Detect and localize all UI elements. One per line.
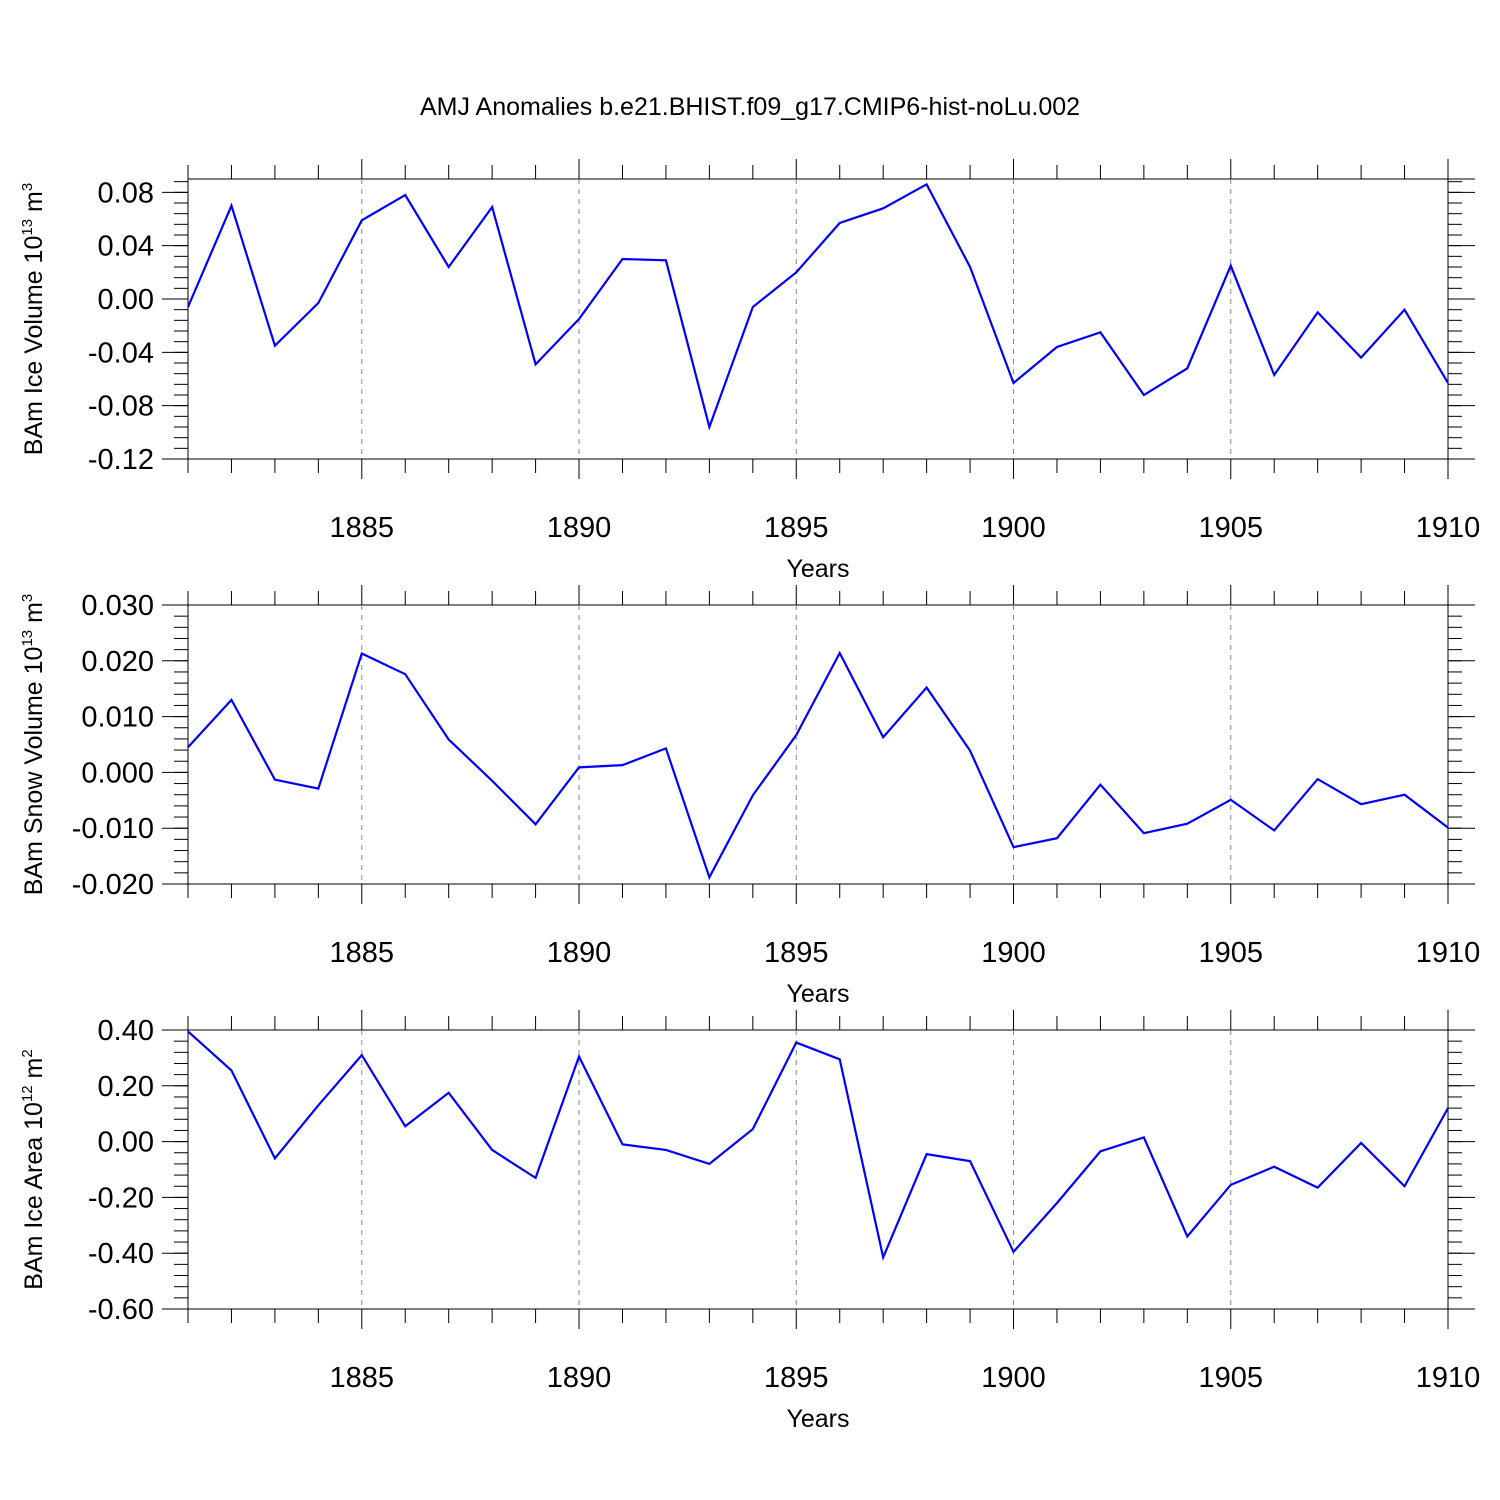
y-tick-label: -0.04 [88,337,154,369]
y-axis-title: BAm Snow Volume 1013 m3 [19,594,48,896]
series-line [186,182,1449,431]
x-axis-title: Years [786,1405,849,1433]
x-tick-label: 1895 [764,1362,829,1394]
y-tick-label: -0.08 [88,391,154,423]
x-tick-label: 1895 [764,937,829,969]
y-tick-label: -0.20 [88,1182,154,1214]
y-tick-label: -0.020 [72,869,154,901]
x-tick-label: 1890 [547,1362,612,1394]
y-tick-label: -0.12 [88,444,154,476]
y-tick-label: 0.030 [81,590,154,622]
y-tick-label: 0.00 [98,1127,154,1159]
panel-3: 0.40 0.20 0.00 -0.20 -0.40 -0.60 1885 1890 1895 1… [19,1010,1480,1433]
x-tick-label: 1890 [547,512,612,544]
x-tick-label: 1905 [1199,1362,1264,1394]
y-tick-label: -0.010 [72,813,154,845]
panel-1: 0.08 0.04 0.00 -0.04 -0.08 -0.12 1885 1890 1895 1… [19,159,1480,583]
y-tick-label: 0.020 [81,646,154,678]
x-tick-label: 1900 [981,937,1046,969]
panel-2: 0.030 0.020 0.010 0.000 -0.010 -0.020 1885 1890… [19,585,1480,1008]
x-tick-label: 1905 [1199,937,1264,969]
y-tick-label: 0.000 [81,757,154,789]
x-tick-label: 1895 [764,512,829,544]
y-tick-label: -0.40 [88,1238,154,1270]
y-tick-label: 0.20 [98,1071,154,1103]
chart-panels: 0.08 0.04 0.00 -0.04 -0.08 -0.12 1885 1890 1895 1… [19,159,1480,1433]
x-tick-label: 1910 [1416,512,1481,544]
x-tick-label: 1910 [1416,1362,1481,1394]
y-tick-label: 0.08 [98,177,154,209]
series-line [187,1030,1449,1262]
x-tick-label: 1885 [330,1362,395,1394]
x-tick-label: 1885 [330,512,395,544]
x-tick-label: 1910 [1416,937,1481,969]
y-axis-title: BAm Ice Volume 1013 m3 [19,183,48,455]
y-tick-label: 0.00 [98,284,154,316]
x-tick-label: 1900 [981,512,1046,544]
y-tick-label: 0.40 [98,1015,154,1047]
y-tick-label: 0.04 [98,231,154,263]
y-tick-label: -0.60 [88,1294,154,1326]
series-line [187,650,1449,881]
x-axis-title: Years [786,980,849,1008]
x-tick-label: 1885 [330,937,395,969]
x-tick-label: 1905 [1199,512,1264,544]
x-tick-label: 1900 [981,1362,1046,1394]
x-axis-title: Years [786,555,849,583]
x-tick-label: 1890 [547,937,612,969]
y-tick-label: 0.010 [81,702,154,734]
chart-title: AMJ Anomalies b.e21.BHIST.f09_g17.CMIP6-… [420,93,1080,121]
y-axis-title: BAm Ice Area 1012 m2 [19,1049,48,1289]
